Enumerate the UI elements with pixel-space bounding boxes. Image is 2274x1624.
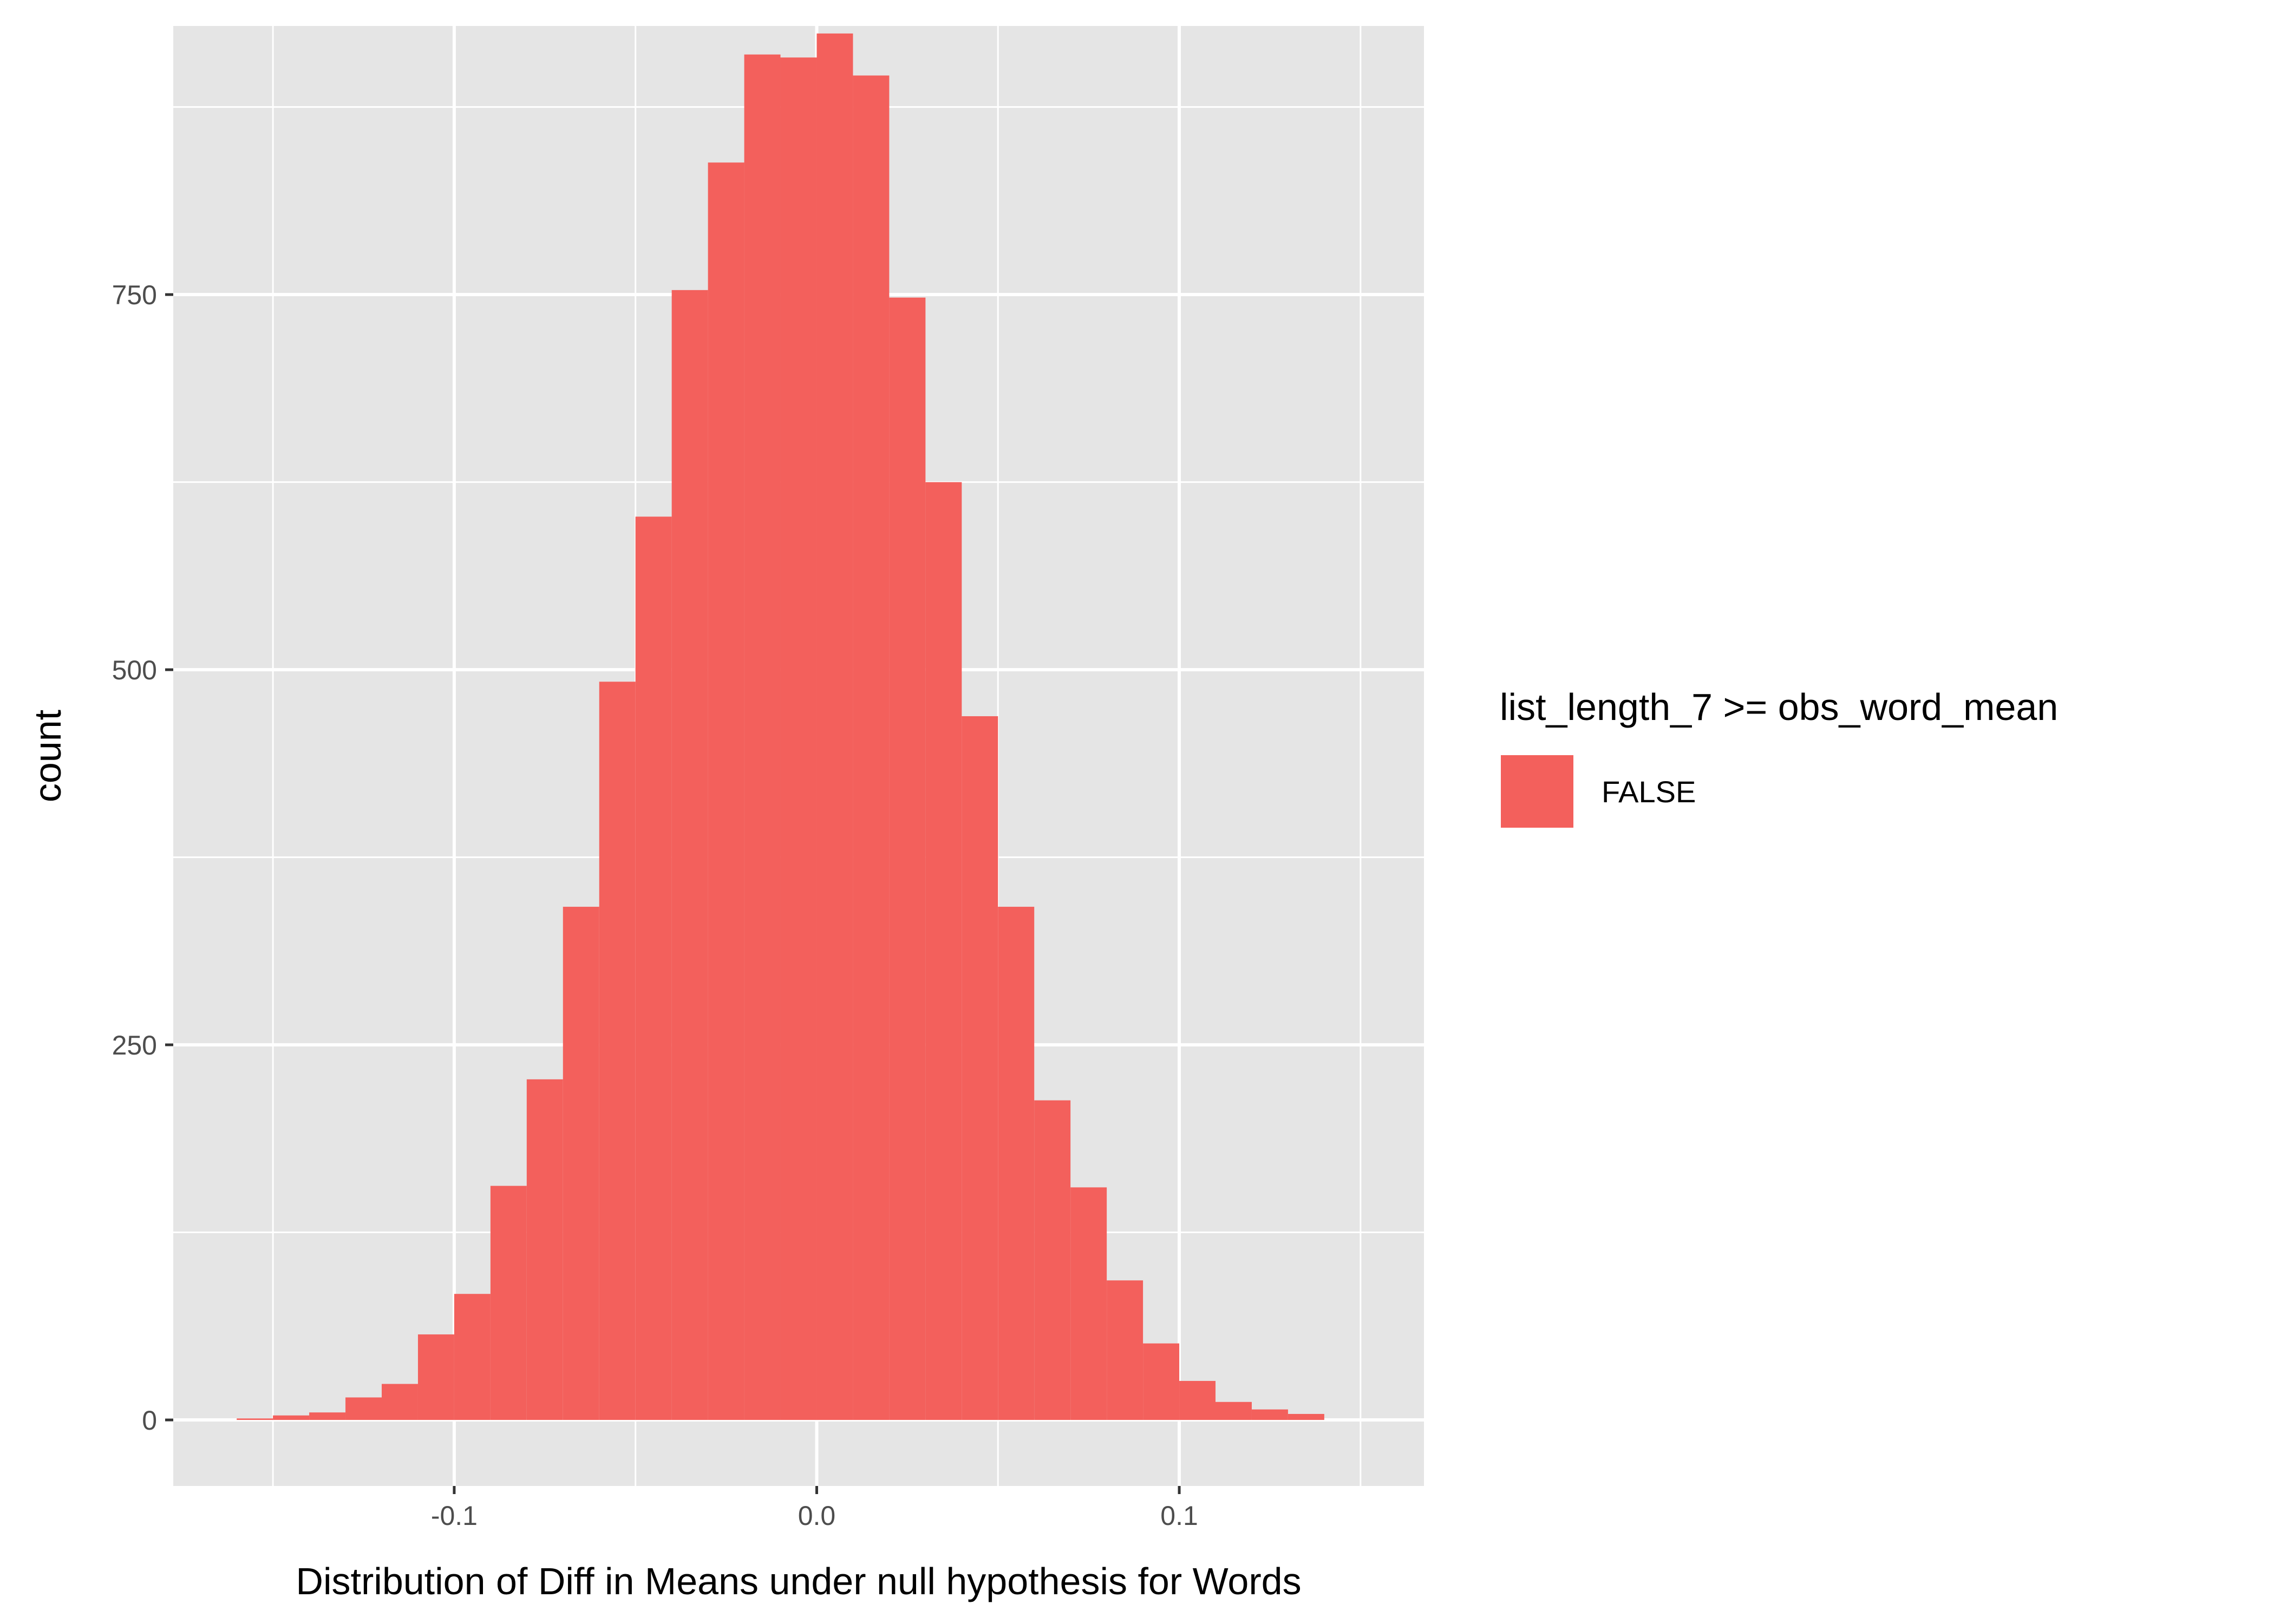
histogram-bar [563,907,599,1420]
legend: list_length_7 >= obs_word_mean FALSE [1499,686,2058,830]
histogram-bar [273,1415,310,1420]
x-tick-label: 0.1 [1160,1501,1198,1531]
histogram-bar [490,1186,527,1420]
histogram-bar [417,1334,454,1420]
y-tick-label: 250 [112,1030,157,1060]
histogram-bar [1179,1380,1216,1420]
histogram-bar [454,1294,491,1420]
x-axis-title: Distribution of Diff in Means under null… [296,1560,1301,1602]
histogram-bar [599,682,636,1420]
y-tick-label: 0 [142,1405,157,1436]
legend-title: list_length_7 >= obs_word_mean [1500,686,2058,728]
y-tick-label: 500 [112,655,157,685]
x-tick-label: 0.0 [798,1501,836,1531]
histogram-bar [1143,1343,1180,1420]
histogram-bars [237,33,1324,1420]
legend-key-false [1499,753,1576,830]
legend-label-false: FALSE [1602,775,1696,809]
histogram-bar [744,54,781,1420]
histogram-bar [237,1418,273,1420]
histogram-bar [345,1397,382,1420]
histogram-bar [635,516,672,1420]
histogram-bar [1251,1409,1288,1420]
histogram-bar [962,716,998,1420]
histogram-bar [925,482,962,1420]
histogram-bar [1107,1280,1143,1420]
histogram-bar [671,290,708,1420]
x-axis: -0.1 0.0 0.1 [431,1486,1198,1531]
y-axis-title: count [27,710,69,802]
x-tick-label: -0.1 [431,1501,478,1531]
histogram-bar [780,57,817,1420]
y-axis: 0 250 500 750 [112,280,173,1436]
histogram-bar [816,33,853,1420]
histogram-bar [1034,1100,1071,1420]
histogram-bar [853,75,890,1420]
histogram-bar [382,1384,418,1420]
histogram-bar [708,162,744,1420]
histogram-bar [309,1412,346,1420]
histogram-bar [1288,1413,1324,1420]
histogram-bar [889,297,926,1420]
histogram-bar [1216,1402,1252,1420]
histogram-bar [998,907,1035,1420]
histogram-bar [526,1079,563,1420]
y-tick-label: 750 [112,280,157,310]
histogram-bar [1070,1187,1107,1420]
